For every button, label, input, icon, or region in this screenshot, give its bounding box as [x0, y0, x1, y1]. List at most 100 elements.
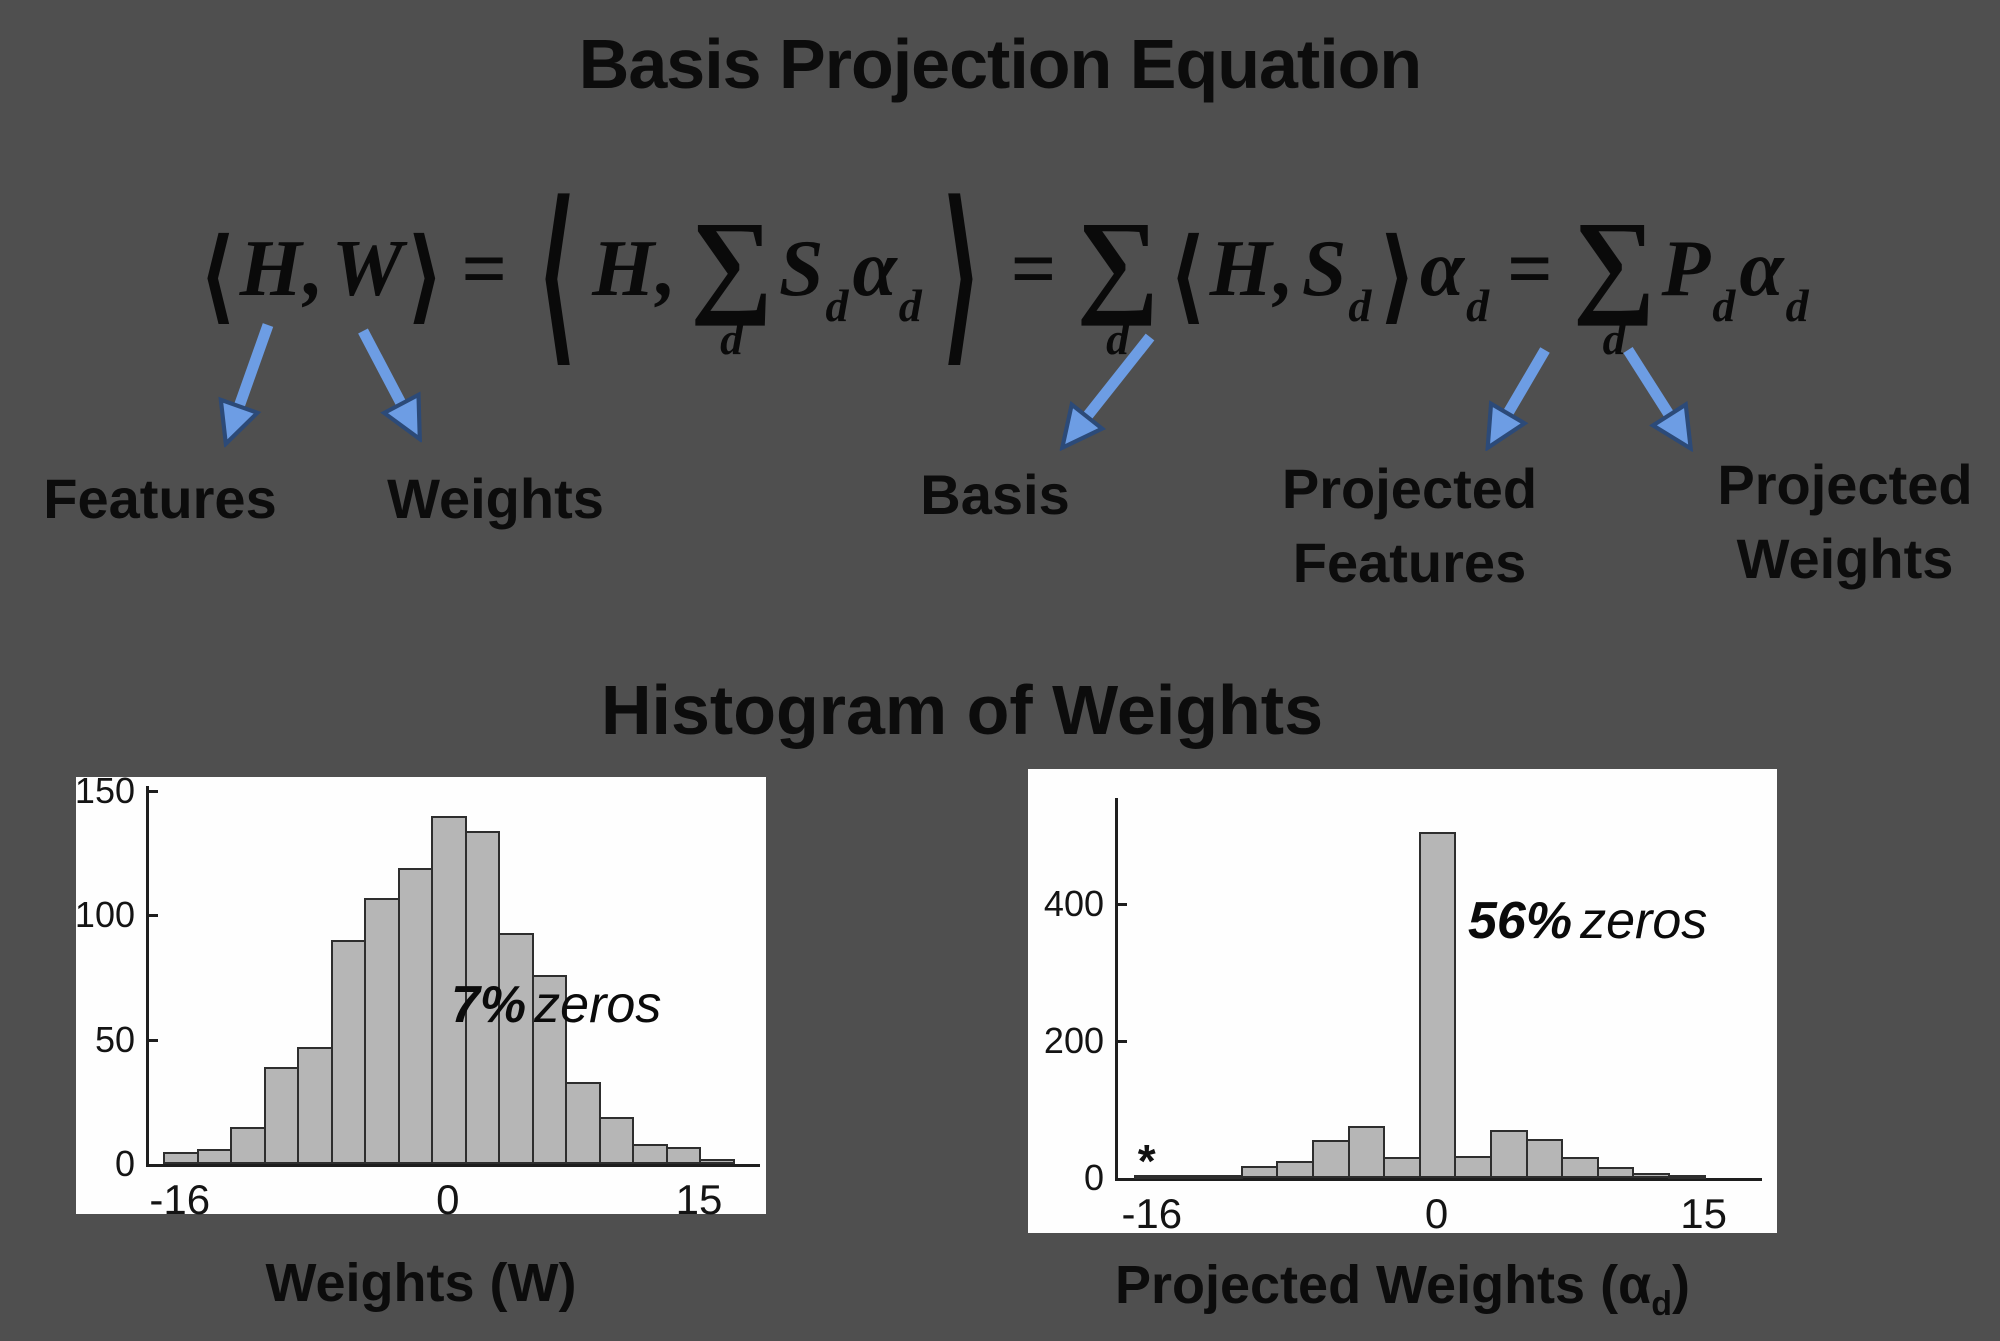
zeros-percent: 7%: [451, 976, 527, 1034]
zeros-percent: 56%: [1468, 892, 1573, 950]
x-axis: [1115, 1178, 1762, 1181]
x-axis: [146, 1164, 760, 1167]
histogram-bar: [1347, 1125, 1386, 1178]
equals-sign: =: [1507, 222, 1553, 316]
equals-sign: =: [1010, 222, 1057, 316]
x-tick-label: 0: [1424, 1190, 1449, 1237]
sum-index: d: [720, 313, 744, 365]
symbol-alpha: α: [852, 225, 897, 313]
y-tick-label: 150: [74, 769, 135, 811]
sigma-icon: ∑: [1076, 199, 1160, 327]
zeros-word: zeros: [1580, 892, 1708, 950]
weights-histogram-panel: 0 50 100 150 -16 0 15 7% zeros: [75, 770, 766, 1223]
star-marker: *: [1137, 1134, 1156, 1187]
caption-weights: Weights (W): [265, 1253, 577, 1313]
y-tick-label: 400: [1043, 883, 1104, 925]
histogram-bar: [1240, 1165, 1279, 1178]
label-projected-weights: Projected Weights: [1686, 448, 2000, 596]
x-tick-label: -16: [1121, 1190, 1183, 1237]
comma: ,: [303, 225, 324, 313]
angle-close-big: ⟩: [940, 169, 982, 383]
sum-index: d: [1602, 313, 1626, 365]
angle-open-big: ⟨: [536, 169, 577, 383]
angle-close: ⟩: [1379, 220, 1416, 334]
symbol-alpha: α: [1739, 225, 1784, 313]
label-projected-features: Projected Features: [1252, 452, 1567, 600]
label-line: Weights: [1736, 526, 1954, 590]
summation: ∑ d: [1572, 199, 1656, 365]
histogram-bar: [1596, 1167, 1635, 1178]
symbol-W: W: [331, 225, 403, 313]
histogram-bar: [397, 868, 433, 1164]
symbol-S: S: [1301, 225, 1347, 313]
angle-open: ⟨: [199, 220, 236, 334]
histogram-bar: [163, 1151, 199, 1164]
symbol-alpha: α: [1419, 225, 1465, 313]
histogram-bar: [196, 1149, 232, 1164]
equals-sign: =: [461, 222, 508, 316]
y-axis: [1115, 798, 1118, 1178]
x-tick-label: -16: [149, 1176, 211, 1223]
symbol-S: S: [779, 225, 824, 313]
histogram-bar: [1312, 1139, 1350, 1178]
histogram-bar: [330, 940, 366, 1164]
caption-text: Projected Weights (α: [1114, 1255, 1652, 1315]
y-axis: [146, 786, 149, 1164]
subscript-d: d: [1785, 280, 1809, 331]
y-tick-label: 100: [74, 894, 135, 936]
histogram-bar: [297, 1047, 333, 1164]
histogram-bar: [1490, 1130, 1528, 1178]
subscript-d: d: [1712, 280, 1736, 331]
histogram-bar: [1383, 1157, 1421, 1178]
histogram-bar: [1205, 1175, 1243, 1179]
y-tick: [1115, 1040, 1127, 1044]
histogram-bar: [1632, 1173, 1670, 1178]
symbol-H: H: [1209, 225, 1272, 313]
zeros-word: zeros: [534, 976, 662, 1034]
label-line: Features: [1292, 530, 1527, 594]
symbol-P: P: [1661, 225, 1711, 313]
histogram-bar: [263, 1067, 299, 1164]
sigma-icon: ∑: [690, 199, 773, 327]
y-tick-label: 200: [1043, 1020, 1104, 1062]
page-title: Basis Projection Equation: [578, 25, 1422, 103]
summation: ∑ d: [690, 199, 773, 365]
y-tick-label: 0: [1083, 1157, 1104, 1198]
basis-projection-equation: ⟨H, W⟩ = ⟨ H, ∑ d Sdαd ⟩ = ∑ d ⟨H, Sd ⟩αd = ∑ d Pdαd: [195, 180, 1813, 373]
histogram-bar: [598, 1116, 634, 1164]
equation-term-projected: ∑ d ⟨H, Sd ⟩αd: [1070, 199, 1493, 363]
symbol-H: H: [592, 225, 655, 313]
label-line: Projected: [1281, 457, 1538, 520]
weights-histogram-plot: 0 50 100 150 -16 0 15: [75, 770, 766, 1223]
label-features: Features: [43, 467, 277, 530]
histogram-bar: [1169, 1175, 1208, 1179]
zeros-annotation-right: 56% zeros: [1468, 891, 1707, 951]
y-tick: [146, 1038, 158, 1042]
y-tick-label: 0: [114, 1143, 135, 1184]
histogram-bar: [498, 932, 534, 1164]
projected-weights-histogram-panel: 0 200 400 -16 0 15 * 56% zeros: [1028, 769, 1777, 1237]
histogram-bar: [364, 897, 400, 1164]
arrow-p-to-projected-features: [1494, 347, 1550, 437]
histogram-bar: [531, 975, 567, 1164]
comma: ,: [1273, 225, 1294, 313]
caption-subscript: d: [1651, 1285, 1673, 1323]
sigma-icon: ∑: [1572, 199, 1656, 327]
histogram-bar: [699, 1159, 735, 1164]
histogram-bar: [1525, 1138, 1564, 1178]
x-tick-label: 0: [436, 1176, 460, 1223]
histogram-bar: [1418, 832, 1457, 1178]
label-basis: Basis: [920, 463, 1070, 526]
x-tick-label: 15: [1680, 1190, 1727, 1237]
y-tick: [146, 789, 158, 793]
subscript-d: d: [1466, 280, 1490, 331]
label-weights: Weights: [387, 467, 604, 530]
histogram-bar: [565, 1081, 601, 1164]
histogram-bar: [1276, 1160, 1314, 1178]
comma: ,: [656, 225, 677, 313]
caption-text: ): [1672, 1255, 1691, 1315]
y-tick-label: 50: [94, 1018, 135, 1060]
histogram-bar: [1668, 1175, 1706, 1179]
equation-term-hw: ⟨H, W⟩: [195, 224, 448, 328]
